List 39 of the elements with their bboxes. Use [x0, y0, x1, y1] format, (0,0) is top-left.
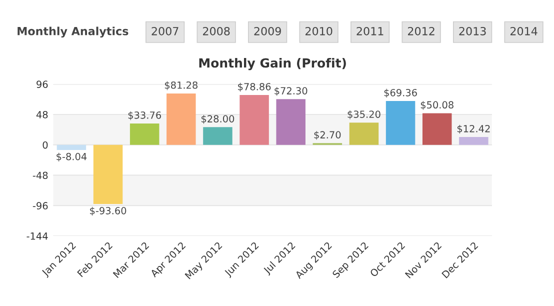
text: Monthly Analytics — [18, 26, 128, 38]
data-label: $33.76 — [128, 111, 161, 120]
data-label: $50.08 — [420, 101, 454, 110]
bar — [276, 99, 306, 145]
text: 2009 — [254, 26, 281, 36]
data-label: $72.30 — [274, 86, 308, 96]
y-tick-label: 96 — [36, 80, 48, 88]
text: 2012 — [408, 26, 434, 36]
text: 2010 — [306, 26, 332, 36]
bar — [459, 137, 488, 145]
data-label: $81.28 — [164, 81, 198, 90]
y-tick-label: -48 — [32, 172, 48, 180]
chart-title: Monthly Gain (Profit) — [199, 58, 346, 70]
bar — [56, 144, 86, 150]
bar — [130, 124, 160, 145]
text: 2013 — [459, 26, 486, 36]
bar — [422, 113, 452, 145]
text: 2011 — [356, 26, 384, 36]
y-tick-label: 0 — [42, 141, 48, 149]
bar — [166, 93, 196, 145]
data-label: $28.00 — [202, 114, 234, 124]
text: 2007 — [152, 26, 178, 36]
bar — [240, 94, 269, 145]
data-label: $-93.60 — [90, 206, 126, 216]
text: 2014 — [510, 26, 538, 36]
y-tick-label: -144 — [26, 232, 48, 240]
data-label: $78.86 — [238, 82, 271, 92]
y-tick-label: 48 — [36, 110, 48, 118]
y-tick-label: -96 — [32, 202, 48, 210]
data-label: $12.42 — [457, 124, 490, 134]
text: 2008 — [203, 26, 230, 36]
data-label: $69.36 — [384, 88, 417, 98]
bar — [386, 100, 416, 145]
bar — [349, 122, 379, 145]
bar — [93, 144, 123, 204]
bar — [203, 127, 232, 145]
data-label: $-8.04 — [56, 152, 87, 162]
data-label: $2.70 — [314, 130, 341, 140]
data-label: $35.20 — [348, 110, 380, 120]
